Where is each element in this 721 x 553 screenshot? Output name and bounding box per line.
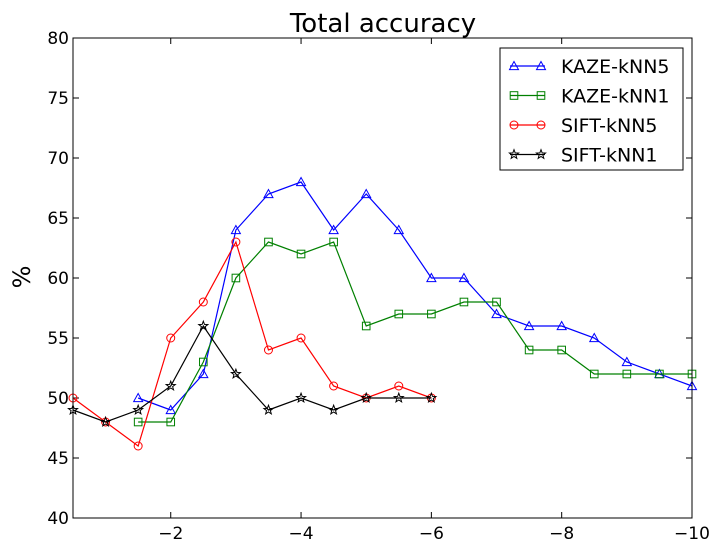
data-point-sift-knn1 [262,403,275,416]
data-point-kaze-knn5 [132,392,144,403]
x-tick-label: −8 [549,524,574,544]
data-point-sift-knn1 [360,391,373,404]
series-line-sift-knn1 [72,324,432,423]
legend-label: KAZE-kNN5 [561,56,670,78]
data-point-kaze-knn5 [328,224,339,235]
data-point-kaze-knn5 [263,188,274,199]
y-tick-label: 55 [47,329,69,349]
data-point-kaze-knn1 [264,237,273,247]
data-point-kaze-knn5 [491,308,502,319]
legend-marker [536,120,546,130]
legend-label: SIFT-kNN5 [561,115,658,137]
x-tick-label: −4 [289,524,314,544]
chart-title: Total accuracy [289,9,476,39]
data-point-kaze-knn1 [361,321,371,331]
data-point-kaze-knn5 [621,356,633,367]
data-point-kaze-knn5 [360,188,372,199]
data-point-kaze-knn1 [394,309,404,319]
data-point-kaze-knn1 [133,417,143,427]
data-point-kaze-knn1 [166,417,176,427]
x-tick-label: −6 [419,524,444,544]
data-point-kaze-knn1 [296,249,306,259]
y-tick-label: 75 [47,89,69,109]
legend-label: KAZE-kNN1 [561,86,670,108]
y-tick-label: 40 [47,509,69,529]
y-tick-label: 60 [47,269,69,289]
legend-marker [508,148,520,160]
data-point-sift-knn1 [295,391,307,404]
legend-box [499,47,684,171]
legend-marker [509,120,519,130]
data-point-sift-knn5 [133,441,143,451]
data-point-sift-knn1 [327,403,340,416]
series-line-sift-knn5 [72,240,432,447]
data-point-sift-knn1 [229,367,242,380]
data-point-sift-knn1 [132,403,145,416]
data-point-kaze-knn5 [165,404,177,415]
y-tick-label: 65 [47,209,69,229]
legend-marker [535,148,547,160]
x-tick-label: −2 [158,524,183,544]
data-point-kaze-knn5 [230,224,242,235]
data-point-sift-knn5 [296,333,306,343]
data-point-kaze-knn1 [459,297,469,307]
data-point-kaze-knn5 [523,320,535,331]
legend-label: SIFT-kNN1 [561,145,658,167]
legend-marker [535,60,547,71]
data-point-kaze-knn1 [329,237,338,247]
data-point-kaze-knn1 [231,273,241,283]
data-point-kaze-knn5 [588,332,600,343]
plot-area: 40 45 50 55 60 65 70 75 80 −2 −4 −6 −8 −10 [47,29,710,544]
data-point-kaze-knn1 [427,309,436,319]
x-tick-label: −10 [674,524,710,544]
data-point-sift-knn1 [164,379,177,392]
y-tick-label: 50 [47,389,69,409]
data-point-sift-knn1 [197,319,210,332]
data-point-sift-knn5 [329,381,339,391]
data-point-kaze-knn1 [492,297,501,307]
data-point-sift-knn5 [263,345,273,355]
data-point-kaze-knn5 [197,368,209,379]
data-point-kaze-knn1 [199,357,208,367]
y-tick-label: 45 [47,449,69,469]
data-point-sift-knn5 [231,237,241,247]
data-point-kaze-knn5 [393,224,405,235]
data-point-sift-knn1 [425,391,438,404]
legend-marker [508,60,520,71]
data-point-kaze-knn5 [458,272,470,283]
data-point-kaze-knn1 [557,345,566,355]
data-point-sift-knn5 [198,297,208,307]
data-point-sift-knn5 [394,381,404,391]
plot-frame [72,37,693,519]
data-point-kaze-knn5 [556,320,568,331]
data-point-sift-knn1 [99,415,112,428]
data-point-sift-knn5 [166,333,176,343]
series-line-kaze-knn1 [138,241,692,423]
data-point-kaze-knn1 [524,345,534,355]
legend-marker [509,91,519,100]
legend-marker [536,91,546,100]
y-axis-label: % [8,266,36,289]
series-line-kaze-knn5 [137,181,693,411]
legend: KAZE-kNN5 KAZE-kNN1 SIFT-kNN5 SIFT-kNN1 [499,47,684,171]
data-point-kaze-knn1 [655,369,664,379]
y-tick-label: 70 [47,149,69,169]
data-point-kaze-knn5 [426,272,437,283]
data-point-kaze-knn1 [622,369,632,379]
data-point-kaze-knn1 [589,369,599,379]
y-tick-label: 80 [47,29,69,49]
data-point-sift-knn1 [392,391,405,404]
data-point-kaze-knn5 [295,176,307,187]
